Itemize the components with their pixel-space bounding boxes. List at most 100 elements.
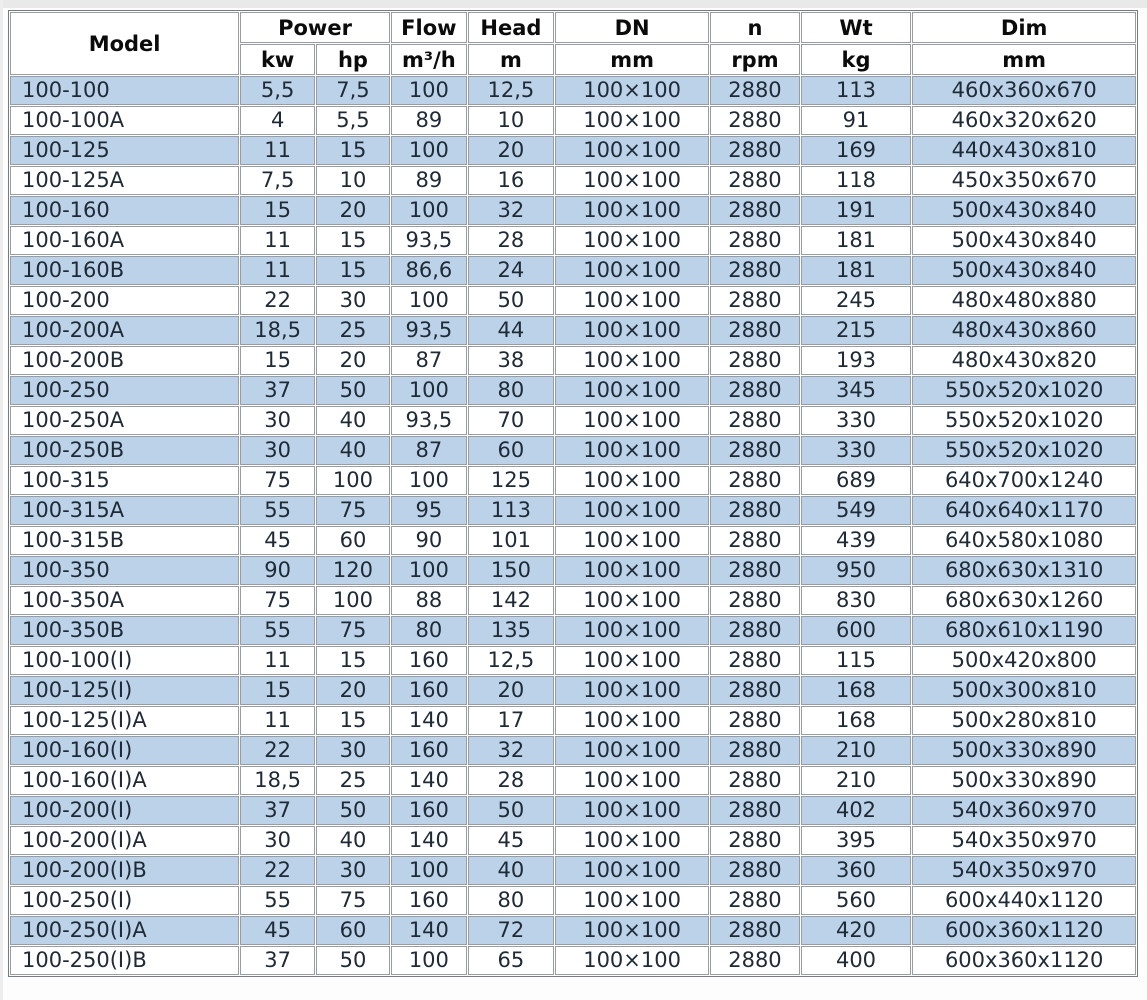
cell-wt: 420	[800, 916, 912, 945]
cell-wt: 191	[800, 196, 912, 225]
cell-dim: 550x520x1020	[912, 406, 1136, 435]
cell-dim: 540x360x970	[912, 796, 1136, 825]
cell-model: 100-315A	[10, 496, 240, 525]
cell-dim: 500x430x840	[912, 226, 1136, 255]
cell-power-kw: 55	[240, 616, 316, 645]
cell-head: 32	[467, 736, 554, 765]
cell-model: 100-160(I)	[10, 736, 240, 765]
cell-head: 38	[467, 346, 554, 375]
cell-flow: 100	[390, 556, 467, 585]
cell-model: 100-200B	[10, 346, 240, 375]
cell-flow: 100	[390, 136, 467, 165]
table-row: 100-160A 11 15 93,5 28 100×100 2880 181 500x430x…	[10, 226, 1136, 255]
cell-power-hp: 40	[316, 406, 390, 435]
table-row: 100-125 11 15 100 20 100×100 2880 169 440x430x81…	[10, 136, 1136, 165]
col-unit-dn: mm	[554, 44, 710, 75]
cell-n: 2880	[710, 736, 800, 765]
cell-power-kw: 55	[240, 496, 316, 525]
cell-dim: 600x360x1120	[912, 916, 1136, 945]
table-row: 100-200A 18,5 25 93,5 44 100×100 2880 215 480x43…	[10, 316, 1136, 345]
cell-wt: 193	[800, 346, 912, 375]
cell-dim: 480x480x880	[912, 286, 1136, 315]
cell-dn: 100×100	[554, 826, 710, 855]
table-row: 100-200(I)A 30 40 140 45 100×100 2880 395 540x35…	[10, 826, 1136, 855]
cell-power-hp: 100	[316, 466, 390, 495]
cell-dim: 550x520x1020	[912, 376, 1136, 405]
table-row: 100-160B 11 15 86,6 24 100×100 2880 181 500x430x…	[10, 256, 1136, 285]
cell-head: 60	[467, 436, 554, 465]
cell-dim: 640x700x1240	[912, 466, 1136, 495]
col-unit-head: m	[467, 44, 554, 75]
cell-power-hp: 25	[316, 766, 390, 795]
cell-n: 2880	[710, 166, 800, 195]
cell-wt: 402	[800, 796, 912, 825]
cell-dn: 100×100	[554, 196, 710, 225]
cell-model: 100-200A	[10, 316, 240, 345]
cell-wt: 168	[800, 706, 912, 735]
cell-wt: 360	[800, 856, 912, 885]
cell-dn: 100×100	[554, 616, 710, 645]
cell-wt: 91	[800, 106, 912, 135]
cell-head: 113	[467, 496, 554, 525]
cell-wt: 245	[800, 286, 912, 315]
cell-model: 100-250	[10, 376, 240, 405]
cell-head: 72	[467, 916, 554, 945]
cell-power-kw: 30	[240, 436, 316, 465]
cell-model: 100-250(I)A	[10, 916, 240, 945]
cell-head: 101	[467, 526, 554, 555]
table-row: 100-350 90 120 100 150 100×100 2880 950 680x630x…	[10, 556, 1136, 585]
cell-flow: 160	[390, 796, 467, 825]
cell-flow: 100	[390, 856, 467, 885]
cell-wt: 118	[800, 166, 912, 195]
cell-dn: 100×100	[554, 76, 710, 105]
cell-wt: 830	[800, 586, 912, 615]
cell-n: 2880	[710, 856, 800, 885]
table-row: 100-200(I) 37 50 160 50 100×100 2880 402 540x360…	[10, 796, 1136, 825]
cell-n: 2880	[710, 136, 800, 165]
cell-head: 80	[467, 886, 554, 915]
cell-power-kw: 75	[240, 466, 316, 495]
cell-flow: 95	[390, 496, 467, 525]
table-row: 100-160 15 20 100 32 100×100 2880 191 500x430x84…	[10, 196, 1136, 225]
table-row: 100-350B 55 75 80 135 100×100 2880 600 680x610x1…	[10, 616, 1136, 645]
cell-dim: 500x420x800	[912, 646, 1136, 675]
cell-flow: 160	[390, 676, 467, 705]
cell-dn: 100×100	[554, 946, 710, 975]
cell-model: 100-160A	[10, 226, 240, 255]
cell-model: 100-315	[10, 466, 240, 495]
cell-dim: 540x350x970	[912, 826, 1136, 855]
cell-dim: 540x350x970	[912, 856, 1136, 885]
cell-power-kw: 90	[240, 556, 316, 585]
col-header-power: Power	[240, 12, 390, 43]
cell-power-kw: 18,5	[240, 316, 316, 345]
table-row: 100-125A 7,5 10 89 16 100×100 2880 118 450x350x6…	[10, 166, 1136, 195]
col-header-wt: Wt	[800, 12, 912, 43]
cell-head: 65	[467, 946, 554, 975]
cell-power-hp: 75	[316, 616, 390, 645]
cell-head: 135	[467, 616, 554, 645]
table-row: 100-315B 45 60 90 101 100×100 2880 439 640x580x1…	[10, 526, 1136, 555]
cell-model: 100-350	[10, 556, 240, 585]
cell-power-hp: 30	[316, 736, 390, 765]
cell-flow: 100	[390, 196, 467, 225]
cell-n: 2880	[710, 586, 800, 615]
table-row: 100-200 22 30 100 50 100×100 2880 245 480x480x88…	[10, 286, 1136, 315]
cell-head: 142	[467, 586, 554, 615]
cell-power-hp: 50	[316, 796, 390, 825]
cell-power-kw: 75	[240, 586, 316, 615]
cell-n: 2880	[710, 376, 800, 405]
cell-model: 100-200(I)B	[10, 856, 240, 885]
cell-n: 2880	[710, 646, 800, 675]
cell-power-hp: 50	[316, 946, 390, 975]
cell-wt: 600	[800, 616, 912, 645]
cell-dim: 500x430x840	[912, 256, 1136, 285]
cell-power-hp: 20	[316, 676, 390, 705]
cell-n: 2880	[710, 436, 800, 465]
cell-flow: 100	[390, 76, 467, 105]
cell-n: 2880	[710, 346, 800, 375]
cell-head: 150	[467, 556, 554, 585]
cell-model: 100-250(I)B	[10, 946, 240, 975]
cell-wt: 330	[800, 436, 912, 465]
cell-flow: 160	[390, 886, 467, 915]
cell-power-kw: 11	[240, 256, 316, 285]
